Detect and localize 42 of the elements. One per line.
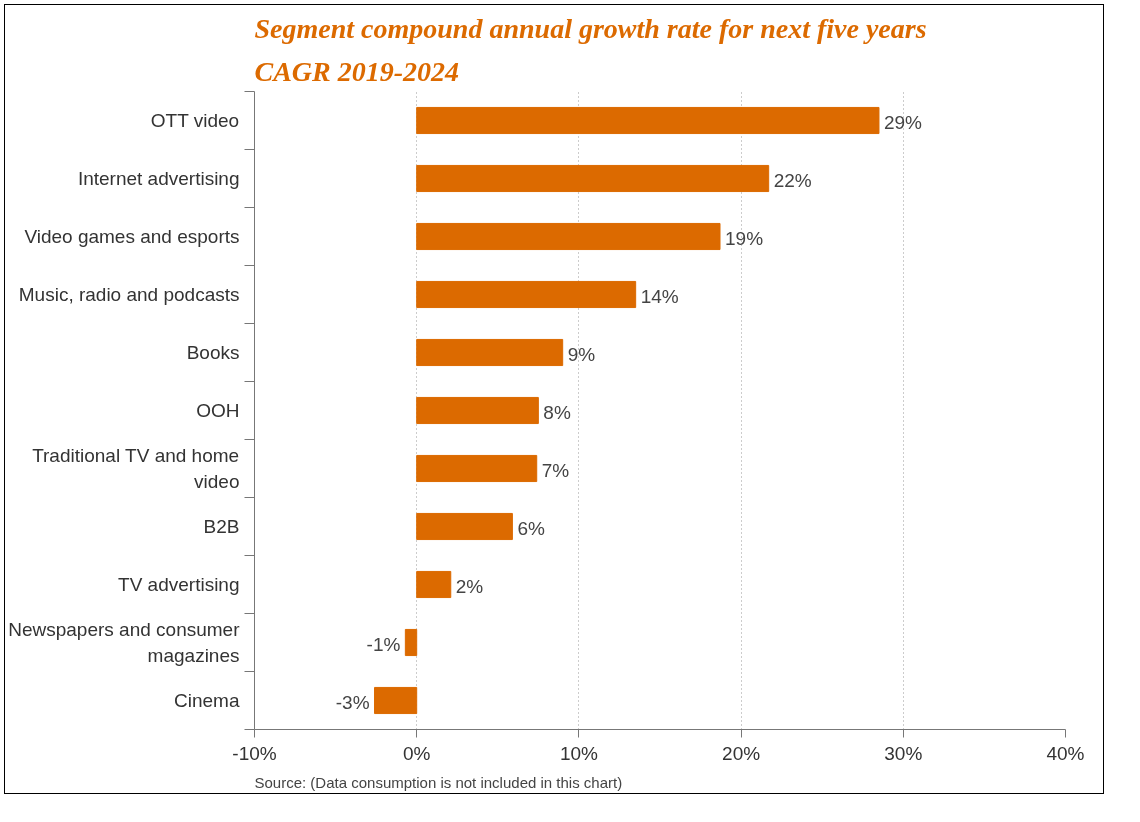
data-label: 9% [567, 344, 596, 365]
bar [416, 222, 721, 251]
y-tick-label: OTT video [150, 110, 240, 131]
data-label: 2% [455, 576, 484, 597]
data-label: -1% [366, 634, 401, 655]
x-tick-label: 40% [1046, 742, 1085, 764]
data-label: 29% [883, 112, 923, 133]
y-tick-label: B2B [203, 516, 240, 537]
x-tick-label: 10% [559, 742, 599, 764]
y-tick-label: Internet advertising [77, 168, 240, 189]
y-tick-label: TV advertising [118, 574, 240, 595]
data-label: 7% [541, 460, 570, 481]
bar [416, 570, 452, 599]
y-tick-label: Newspapers and consumer magazines [8, 619, 241, 666]
x-tick-label: 0% [402, 742, 431, 764]
y-tick-label: Traditional TV and home video [32, 445, 240, 492]
data-label: 8% [543, 402, 571, 423]
y-tick-label: Music, radio and podcasts [18, 284, 240, 305]
x-tick-label: 30% [884, 742, 923, 764]
x-tick-label: -10% [232, 742, 277, 764]
bar [416, 454, 538, 483]
x-tick-label: 20% [722, 742, 761, 764]
bar [416, 338, 564, 367]
data-label: 22% [773, 170, 812, 191]
data-label: 19% [725, 228, 764, 249]
bar [404, 628, 418, 657]
bar [416, 396, 539, 425]
data-label: 14% [640, 286, 679, 307]
chart-subtitle: CAGR 2019-2024 [254, 55, 460, 87]
chart-title: Segment compound annual growth rate for next five years [254, 12, 927, 44]
bar [374, 686, 418, 715]
bar [416, 106, 880, 135]
y-tick-label: Cinema [174, 690, 240, 711]
data-label: 6% [517, 518, 545, 539]
source-note: Source: (Data consumption is not included in this chart) [254, 773, 623, 791]
bar [416, 164, 770, 193]
bar [416, 280, 637, 309]
data-label: -3% [335, 692, 370, 713]
y-tick-label: Video games and esports [24, 226, 240, 247]
bar [416, 512, 513, 541]
y-tick-label: Books [186, 342, 240, 363]
y-tick-label: OOH [196, 400, 240, 421]
